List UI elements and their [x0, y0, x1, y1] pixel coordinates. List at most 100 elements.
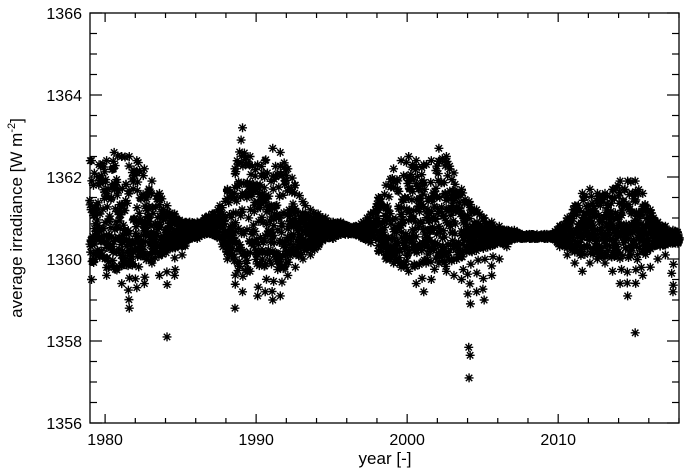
data-point [100, 177, 111, 188]
data-point [456, 184, 467, 195]
data-point [271, 200, 282, 211]
plot-frame [89, 12, 680, 424]
data-point [110, 160, 121, 171]
data-point [214, 200, 225, 211]
data-point [305, 249, 316, 260]
data-point [94, 159, 105, 170]
data-point [599, 258, 610, 269]
data-point [637, 188, 648, 199]
data-point [622, 267, 633, 278]
data-point [123, 294, 134, 305]
data-point [199, 213, 210, 223]
data-point [229, 163, 240, 174]
data-point [415, 216, 426, 227]
data-point [162, 279, 173, 290]
data-point [478, 273, 489, 284]
data-point [139, 163, 150, 174]
data-point [124, 151, 135, 162]
data-point [636, 262, 647, 273]
data-point [99, 166, 110, 177]
data-point [146, 176, 157, 187]
data-point [464, 372, 475, 383]
data-point [252, 159, 263, 170]
data-point [373, 192, 384, 203]
data-point [245, 266, 256, 277]
data-point [464, 196, 475, 207]
data-point [465, 350, 476, 361]
data-point [138, 170, 149, 181]
data-point [577, 266, 588, 277]
data-point [127, 260, 138, 271]
data-point [261, 274, 272, 285]
data-point [94, 249, 105, 260]
data-point [668, 259, 679, 270]
data-point [569, 258, 580, 269]
data-point [109, 262, 120, 273]
data-point [290, 180, 301, 191]
data-point [122, 198, 133, 209]
data-point [252, 290, 263, 301]
data-point [130, 273, 141, 284]
data-point [486, 260, 497, 271]
data-point [162, 331, 173, 342]
data-point [214, 233, 225, 244]
data-point [660, 221, 671, 232]
x-tick-label: 1990 [238, 432, 274, 449]
data-point [630, 176, 641, 187]
data-point [426, 155, 437, 166]
data-point [131, 282, 142, 293]
data-point [632, 254, 643, 265]
data-point [282, 270, 293, 281]
data-point [101, 155, 112, 166]
y-tick-label: 1362 [46, 170, 82, 187]
data-point [207, 208, 218, 219]
data-point [462, 288, 473, 299]
data-point [645, 262, 656, 273]
y-tick-label: 1358 [46, 334, 82, 351]
data-point [161, 266, 172, 277]
y-tick-label: 1366 [46, 6, 82, 23]
data-point [237, 286, 248, 297]
data-point [230, 279, 241, 290]
data-point [260, 155, 271, 166]
data-point [396, 155, 407, 166]
data-point [584, 258, 595, 269]
data-point [267, 286, 278, 297]
data-point [373, 245, 384, 256]
data-point [275, 290, 286, 301]
data-point [433, 143, 444, 154]
x-axis-label: year [-] [359, 449, 412, 468]
data-point [569, 200, 580, 211]
data-point [384, 191, 395, 202]
data-point [473, 255, 484, 266]
data-point [297, 196, 308, 207]
data-point [119, 205, 130, 216]
data-point [365, 208, 376, 219]
data-point [419, 184, 430, 195]
data-point [494, 221, 505, 232]
data-point [592, 254, 603, 264]
data-point [222, 184, 233, 195]
data-point [253, 282, 264, 293]
data-point [305, 204, 316, 215]
data-point [162, 200, 173, 211]
data-point [668, 280, 679, 291]
data-point [283, 257, 294, 268]
data-point [652, 254, 663, 264]
data-point [607, 184, 618, 195]
data-point [123, 285, 134, 296]
data-point [462, 269, 473, 280]
x-tick-label: 2010 [540, 432, 576, 449]
data-point [607, 266, 618, 277]
data-point [86, 155, 97, 166]
data-point [236, 135, 247, 146]
y-axis-label-superscript: -2 [6, 123, 18, 133]
data-point [358, 233, 369, 244]
data-point [313, 208, 324, 219]
data-point [245, 151, 256, 162]
data-point [479, 295, 490, 305]
data-point [134, 208, 145, 219]
data-point [230, 270, 241, 281]
data-point [275, 147, 286, 158]
